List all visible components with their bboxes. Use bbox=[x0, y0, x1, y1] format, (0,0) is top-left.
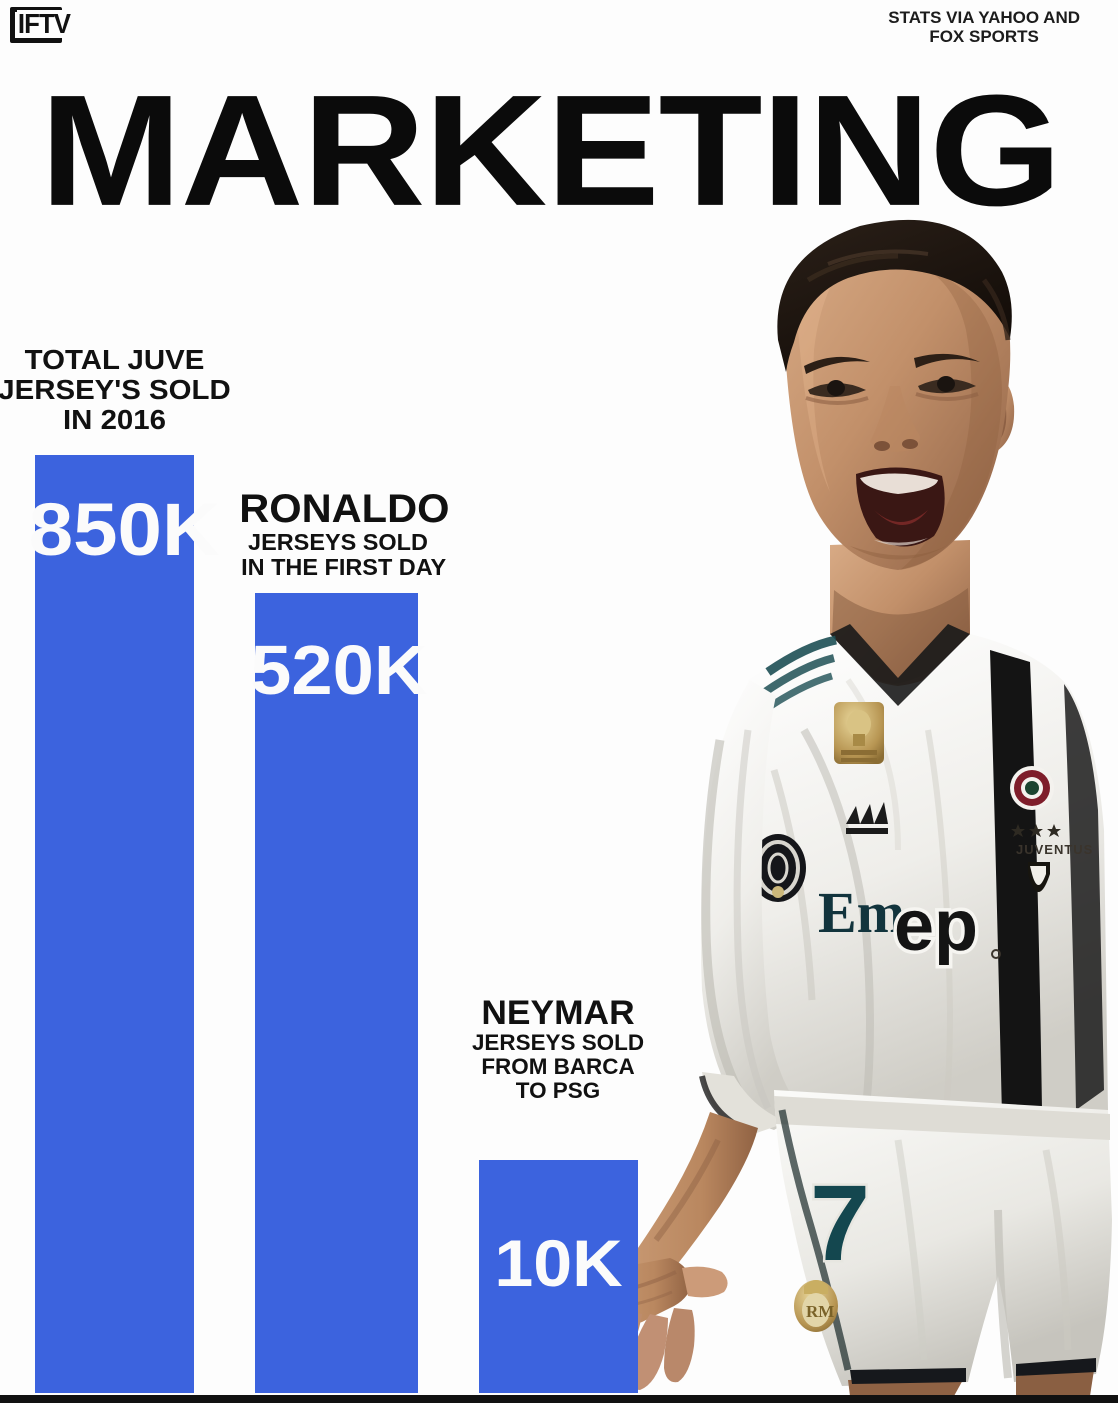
bar-label-juve-total: TOTAL JUVE JERSEY'S SOLD IN 2016 bbox=[0, 345, 243, 435]
bar-label-line: IN THE FIRST DAY bbox=[241, 554, 447, 580]
svg-text:RM: RM bbox=[806, 1302, 834, 1321]
bar-label-line: JERSEY'S SOLD bbox=[0, 374, 231, 405]
bar-ronaldo-first-day: 520K bbox=[250, 593, 427, 1393]
bar-label-line: JERSEYS SOLD bbox=[471, 1030, 645, 1055]
svg-text:Em: Em bbox=[818, 880, 905, 945]
page-title: MARKETING MACHINE bbox=[40, 62, 1118, 240]
bar-label-line: FROM BARCA bbox=[481, 1054, 635, 1079]
bar-chart: TOTAL JUVE JERSEY'S SOLD IN 2016 850K RO… bbox=[0, 345, 648, 1393]
bar-label-line: IN 2016 bbox=[63, 404, 166, 435]
bar-label-line: JERSEYS SOLD bbox=[248, 529, 428, 555]
ronaldo-photo: JUVENTUS Em ep 7 RM bbox=[598, 210, 1118, 1396]
svg-text:ep: ep bbox=[894, 886, 978, 966]
bottom-strip bbox=[0, 1395, 1118, 1403]
bar-value-juve-total: 850K bbox=[28, 488, 220, 571]
credit-line-2: FOX SPORTS bbox=[929, 27, 1039, 46]
stats-credit: STATS VIA YAHOO AND FOX SPORTS bbox=[888, 8, 1080, 46]
bar-neymar-barca-psg: 10K bbox=[479, 1160, 638, 1393]
svg-text:JUVENTUS: JUVENTUS bbox=[1016, 842, 1093, 857]
credit-line-1: STATS VIA YAHOO AND bbox=[888, 8, 1080, 27]
logo-text: IFTV bbox=[17, 8, 71, 39]
svg-text:7: 7 bbox=[810, 1162, 870, 1283]
bar-label-line: RONALDO bbox=[239, 487, 450, 531]
bar-label-line: TO PSG bbox=[515, 1078, 601, 1103]
bar-label-line: NEYMAR bbox=[481, 994, 635, 1032]
bar-label-line: TOTAL JUVE bbox=[24, 344, 205, 375]
bar-label-neymar-barca-psg: NEYMAR JERSEYS SOLD FROM BARCA TO PSG bbox=[468, 995, 648, 1103]
bar-value-neymar-barca-psg: 10K bbox=[494, 1226, 623, 1300]
iftv-logo: IFTV bbox=[10, 5, 88, 45]
bar-label-ronaldo-first-day: RONALDO JERSEYS SOLD IN THE FIRST DAY bbox=[239, 488, 449, 580]
bar-value-ronaldo-first-day: 520K bbox=[250, 631, 428, 709]
bar-juve-total: 850K bbox=[29, 455, 220, 1393]
